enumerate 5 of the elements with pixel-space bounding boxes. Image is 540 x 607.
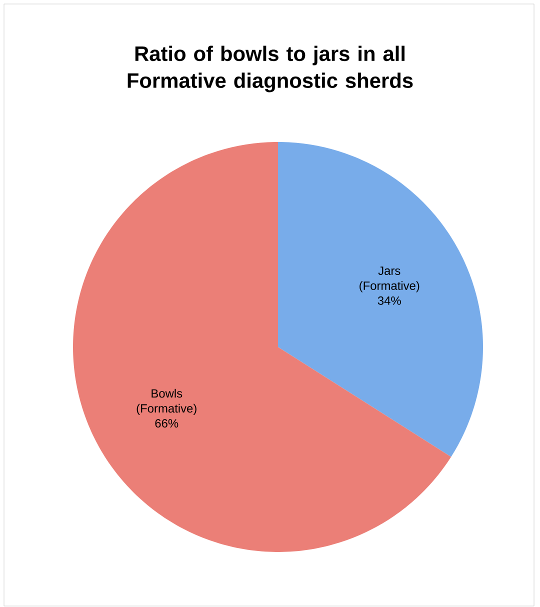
data-label: 66% bbox=[155, 419, 178, 428]
chart-title: Ratio of bowls to jars in all Formative diagnostic sherds bbox=[128, 46, 413, 92]
slice-label: Jars (Formative) bbox=[360, 266, 420, 292]
data-label: 34% bbox=[378, 296, 401, 305]
slice-label: Bowls (Formative) bbox=[136, 388, 196, 415]
